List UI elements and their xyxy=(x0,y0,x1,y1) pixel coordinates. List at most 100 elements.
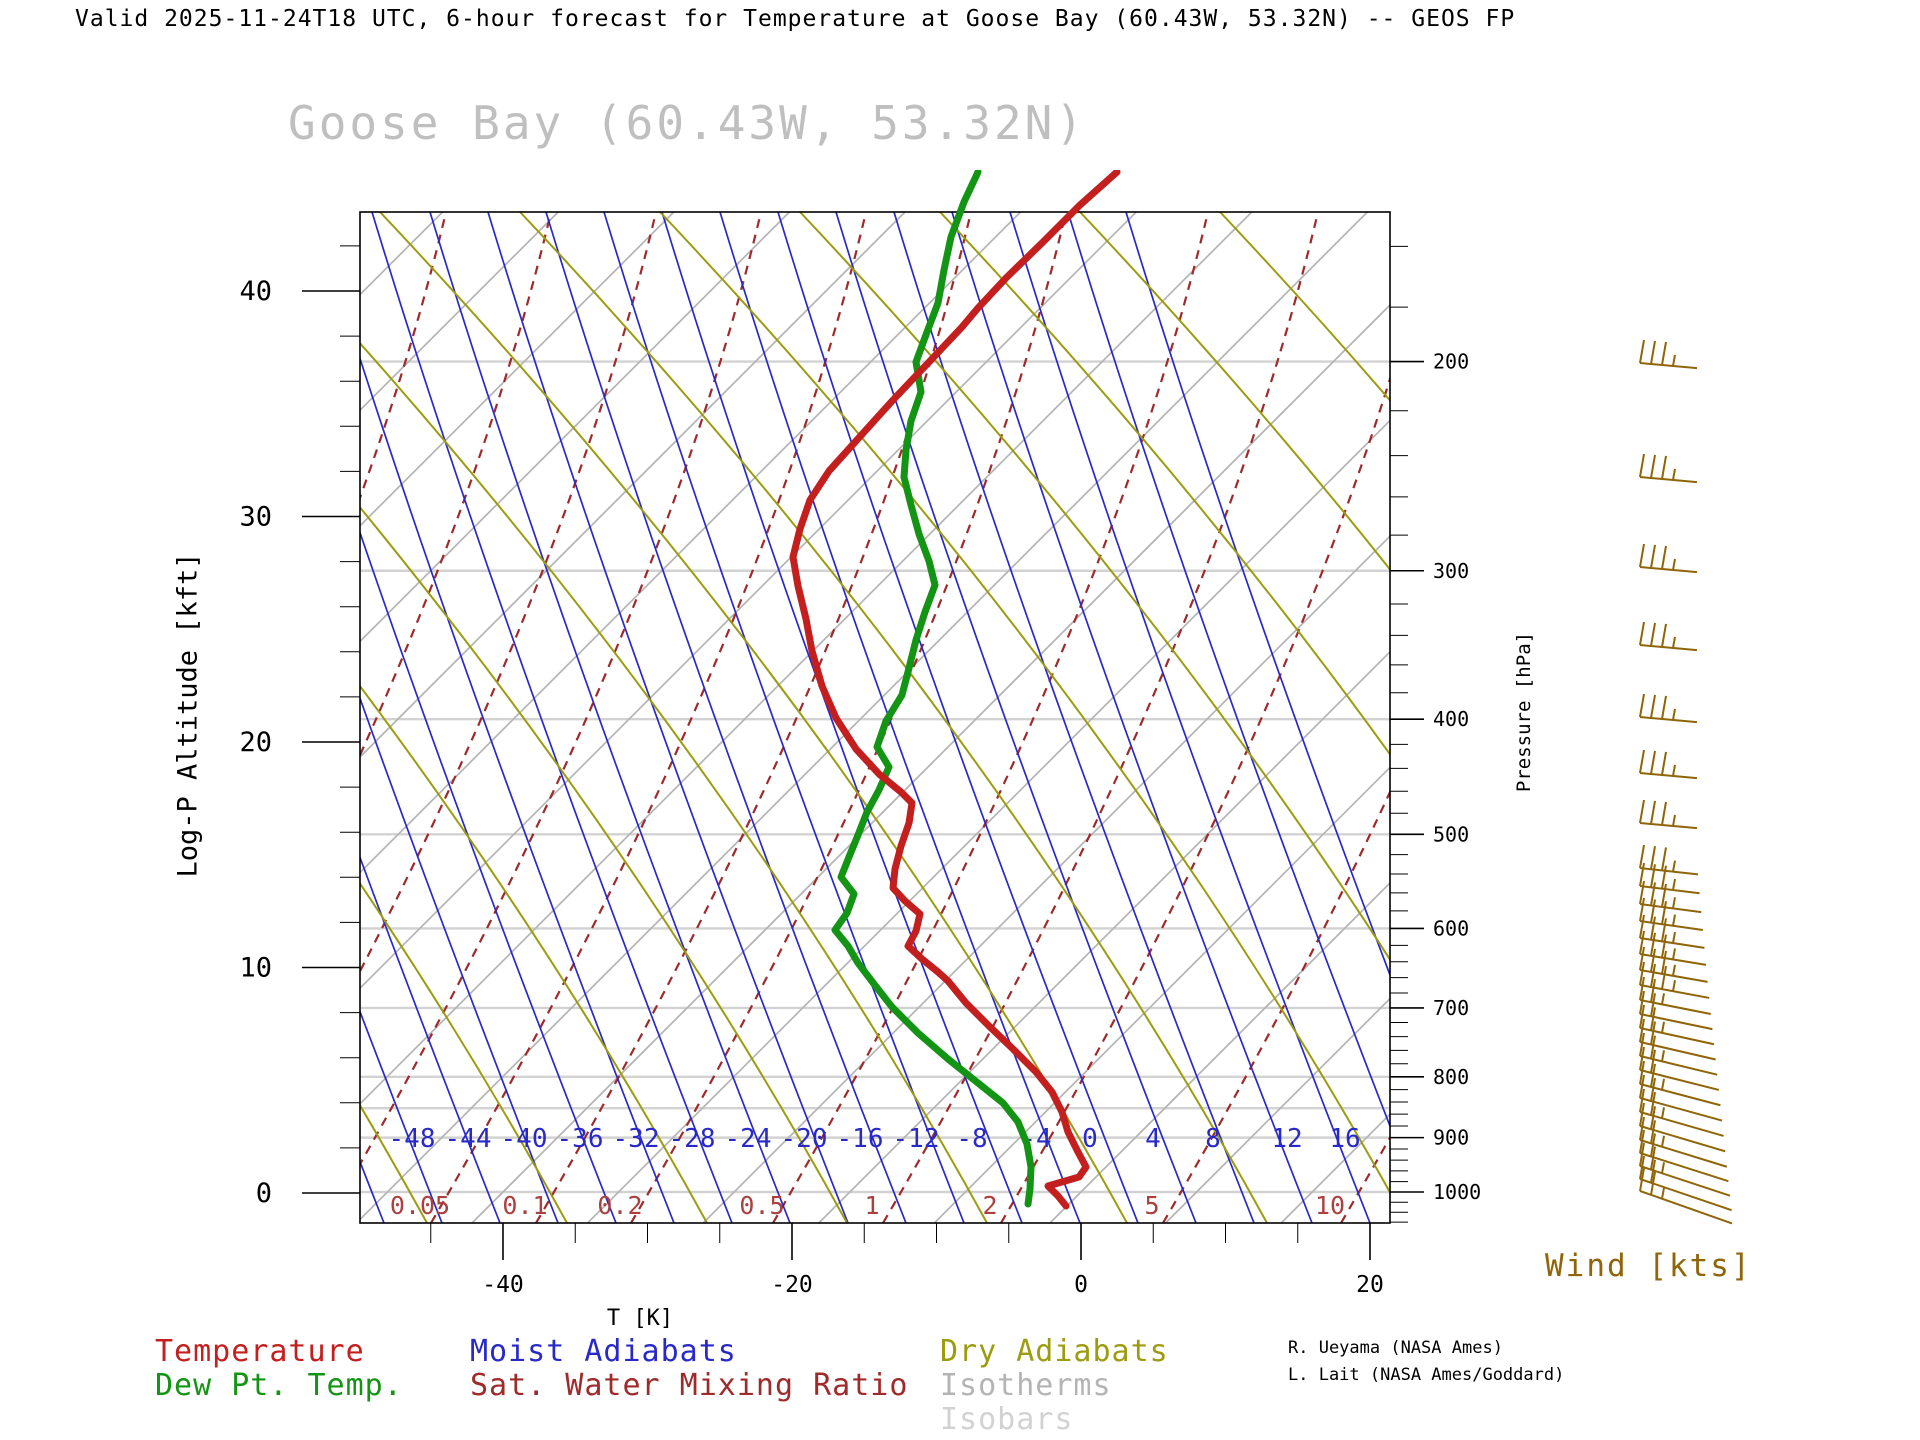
moist-adiabat-line xyxy=(1067,212,1390,1129)
moist-adiabat-value-label: -28 xyxy=(669,1124,716,1154)
wind-barb-half-tick xyxy=(1661,993,1665,1005)
wind-barb-tick xyxy=(1639,976,1645,1001)
isotherm-line xyxy=(360,212,791,643)
mixing-ratio-value-label: 0.2 xyxy=(597,1191,642,1220)
wind-barb-tick xyxy=(1639,543,1645,568)
wind-barb-staff xyxy=(1639,903,1702,914)
moist-adiabat-line xyxy=(0,212,326,1223)
wind-barb-tick xyxy=(1650,1091,1656,1116)
wind-barb-half-tick xyxy=(1672,354,1676,367)
wind-barb-staff xyxy=(1639,822,1698,830)
tick-labels: 0102030402003004005006007008009001000-40… xyxy=(239,276,1481,1298)
wind-barb-staff xyxy=(1639,1165,1731,1197)
moist-adiabat-line xyxy=(1125,212,1390,978)
valid-time-title: Valid 2025-11-24T18 UTC, 6-hour forecast… xyxy=(75,6,1516,32)
wind-barb-half-tick xyxy=(1672,948,1676,960)
wind-barb-half-tick xyxy=(1661,1050,1665,1062)
wind-barb-staff xyxy=(1639,476,1698,484)
moist-adiabat-line xyxy=(951,212,1313,1223)
moist-adiabat-line xyxy=(360,1159,385,1223)
wind-barb-tick xyxy=(1661,965,1667,990)
wind-barb-tick xyxy=(1639,1116,1645,1141)
sounding-curves xyxy=(789,170,1121,1210)
mixing-ratio-line xyxy=(360,212,658,974)
wind-barb-tick xyxy=(1650,916,1656,940)
wind-barb-staff xyxy=(1639,867,1699,876)
wind-barb-staff xyxy=(1639,644,1698,652)
legend-dew-point: Dew Pt. Temp. xyxy=(155,1368,403,1403)
moist-adiabat-line xyxy=(360,530,617,1223)
wind-barb-tick xyxy=(1650,454,1656,479)
wind-barb-tick xyxy=(1639,862,1645,887)
wind-barb-tick xyxy=(1661,934,1667,958)
mixing-ratio-line xyxy=(430,212,868,1223)
pressure-tick-label: 300 xyxy=(1433,559,1469,583)
pressure-tick-label: 700 xyxy=(1433,996,1469,1020)
legend-isobars: Isobars xyxy=(940,1402,1074,1437)
moist-adiabat-value-label: 12 xyxy=(1271,1124,1302,1154)
isotherm-line xyxy=(1049,881,1390,1223)
wind-barb-staff xyxy=(1639,1152,1729,1183)
isotherm-line xyxy=(471,303,1390,1223)
wind-barb-tick xyxy=(1650,1077,1656,1102)
wind-barb-staff xyxy=(1639,716,1698,724)
moist-adiabat-value-label: 4 xyxy=(1145,1124,1161,1154)
kft-tick-label: 0 xyxy=(256,1178,272,1209)
mixing-ratio-line xyxy=(882,212,1320,1223)
wind-barb-half-tick xyxy=(1661,1021,1665,1034)
wind-barb-half-tick xyxy=(1672,636,1676,649)
wind-barb-tick xyxy=(1639,961,1645,986)
wind-barb-half-tick xyxy=(1672,979,1676,992)
wind-barb-half-tick xyxy=(1661,1162,1665,1174)
temperature-tick-label: 0 xyxy=(1074,1272,1088,1298)
isotherm-line xyxy=(933,766,1390,1223)
credit-line-2: L. Lait (NASA Ames/Goddard) xyxy=(1288,1365,1565,1385)
moist-adiabat-value-label: 0 xyxy=(1082,1124,1098,1154)
moist-adiabat-value-label: -48 xyxy=(389,1124,436,1154)
wind-barb-tick xyxy=(1661,847,1667,871)
wind-barb-tick xyxy=(1639,897,1645,922)
mixing-ratio-line xyxy=(0,212,341,1223)
legend-dry-adiabats: Dry Adiabats xyxy=(940,1334,1169,1369)
isotherm-line xyxy=(0,212,327,1223)
mixing-ratio-value-label: 0.05 xyxy=(390,1191,450,1220)
wind-barb-tick xyxy=(1650,340,1656,365)
wind-barb-staff xyxy=(1639,1013,1713,1031)
moist-adiabat-value-label: -8 xyxy=(956,1124,987,1154)
wind-barb-half-tick xyxy=(1672,860,1676,872)
wind-barb-tick xyxy=(1661,900,1667,925)
wind-barb-staff xyxy=(1639,999,1711,1015)
mixing-ratio-line xyxy=(0,212,236,1223)
mixing-ratio-line xyxy=(0,212,131,1223)
wind-barb-tick xyxy=(1639,799,1645,824)
wind-barb-half-tick xyxy=(1672,814,1676,827)
mixing-ratio-value-label: 0.1 xyxy=(502,1191,547,1220)
mixing-ratio-value-label: 2 xyxy=(982,1191,997,1220)
wind-barb-staff xyxy=(1639,566,1698,574)
wind-barb-tick xyxy=(1661,865,1667,889)
wind-barb-tick xyxy=(1639,1129,1645,1154)
moist-adiabat-line xyxy=(360,855,501,1223)
wind-barb-half-tick xyxy=(1672,897,1676,909)
wind-units-label: Wind [kts] xyxy=(1545,1248,1752,1284)
pressure-tick-label: 800 xyxy=(1433,1065,1469,1089)
wind-barb-half-tick xyxy=(1672,764,1676,777)
credit-line-1: R. Ueyama (NASA Ames) xyxy=(1288,1338,1503,1358)
wind-barb-half-tick xyxy=(1661,1135,1665,1147)
wind-barb-half-tick xyxy=(1661,1187,1665,1199)
wind-barb-tick xyxy=(1650,993,1656,1017)
wind-barb-tick xyxy=(1639,880,1645,905)
wind-barb-staff xyxy=(1639,920,1703,931)
moist-adiabat-line xyxy=(360,355,675,1223)
temperature-tick-label: -40 xyxy=(482,1272,524,1298)
wind-barb-half-tick xyxy=(1672,931,1676,944)
wind-barb-tick xyxy=(1639,339,1645,364)
wind-barb-staff xyxy=(1639,362,1698,370)
wind-barb-tick xyxy=(1650,750,1656,775)
wind-barb-tick xyxy=(1650,544,1656,569)
moist-adiabat-line xyxy=(603,212,965,1223)
wind-barb-half-tick xyxy=(1661,1107,1665,1119)
isotherm-line xyxy=(1397,212,1920,1223)
mixing-ratio-line xyxy=(630,212,1068,1223)
mixing-ratio-line xyxy=(360,212,448,501)
